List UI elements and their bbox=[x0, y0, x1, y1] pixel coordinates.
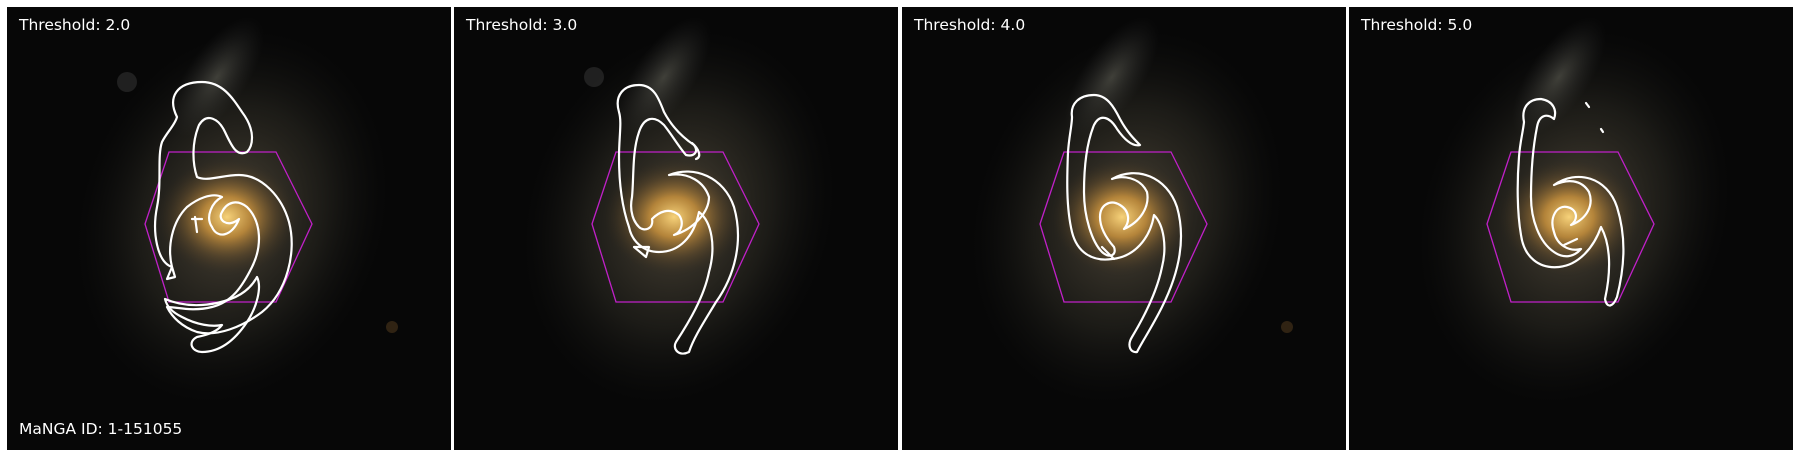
galaxy-image-threshold-2 bbox=[7, 7, 451, 450]
spiral-arm-glow bbox=[1064, 17, 1160, 137]
galaxy-image-panel-threshold-4: Threshold: 4.0 bbox=[902, 7, 1346, 450]
galaxy-image-panel-threshold-2: Threshold: 2.0 MaNGA ID: 1-151055 bbox=[7, 7, 451, 450]
galaxy-image-panel-threshold-5: Threshold: 5.0 bbox=[1349, 7, 1793, 450]
ifu-hexagon bbox=[591, 151, 760, 303]
galaxy-image-threshold-5 bbox=[1349, 7, 1793, 450]
background-star bbox=[117, 72, 137, 92]
background-star bbox=[386, 321, 398, 333]
threshold-label: Threshold: 5.0 bbox=[1361, 16, 1473, 34]
contour-lines bbox=[1516, 97, 1625, 307]
galaxy-image-panel-threshold-3: Threshold: 3.0 bbox=[454, 7, 898, 450]
ifu-hexagon bbox=[1039, 151, 1208, 303]
manga-id-label: MaNGA ID: 1-151055 bbox=[19, 420, 183, 438]
background-star bbox=[584, 67, 604, 87]
galaxy-image-threshold-3 bbox=[454, 7, 898, 450]
background-star bbox=[1281, 321, 1293, 333]
threshold-label: Threshold: 3.0 bbox=[466, 16, 578, 34]
ifu-hexagon bbox=[1486, 151, 1655, 303]
contour-lines bbox=[154, 80, 293, 354]
spiral-arm-glow bbox=[616, 17, 712, 137]
galaxy-core bbox=[1499, 159, 1639, 275]
contour-lines bbox=[1066, 93, 1183, 354]
galaxy-core bbox=[157, 159, 297, 275]
spiral-arm-glow bbox=[169, 17, 265, 137]
threshold-label: Threshold: 2.0 bbox=[19, 16, 131, 34]
spiral-arm-glow bbox=[1511, 17, 1607, 137]
ifu-hexagon bbox=[144, 151, 313, 303]
galaxy-core bbox=[1052, 159, 1192, 275]
contour-lines bbox=[616, 83, 740, 355]
galaxy-image-threshold-4 bbox=[902, 7, 1346, 450]
threshold-label: Threshold: 4.0 bbox=[914, 16, 1026, 34]
